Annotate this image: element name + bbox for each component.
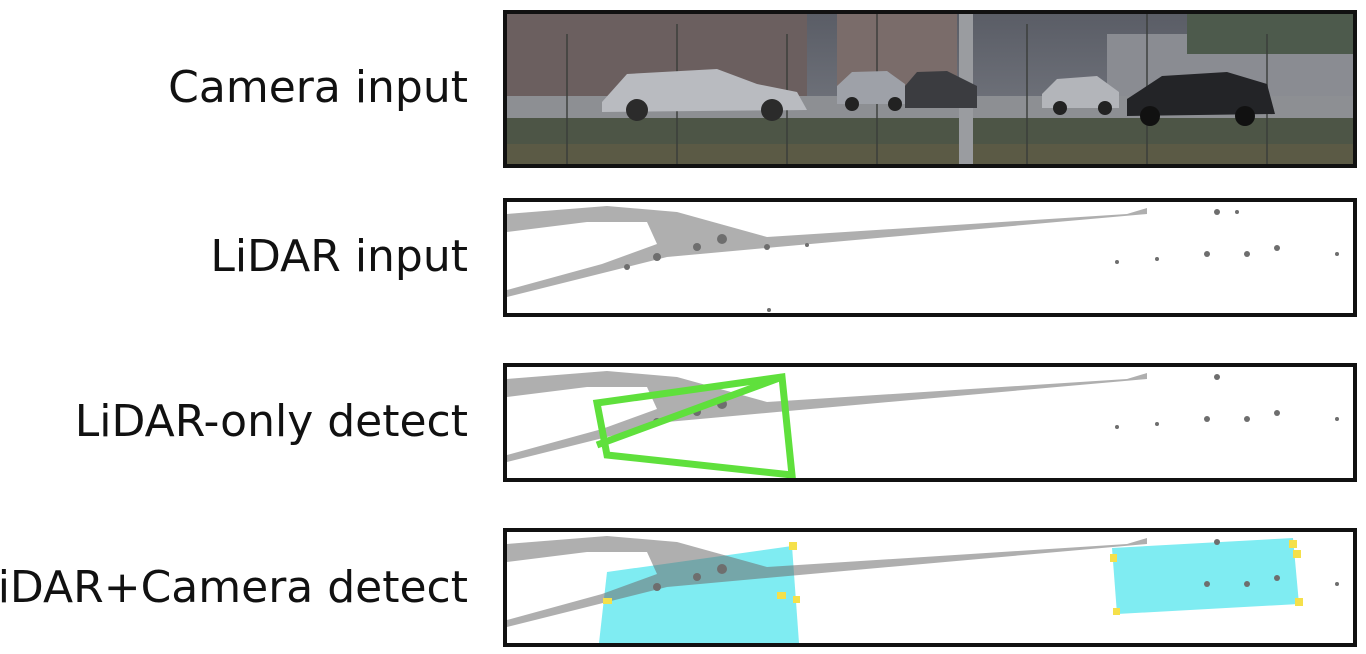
- lidar-only-detection: [507, 371, 1339, 478]
- camera-scene-image: [507, 14, 1353, 164]
- fusion-box-right: [1112, 538, 1299, 614]
- lidar-input-label: LiDAR input: [210, 231, 468, 282]
- box-corner-markers: [603, 540, 1303, 615]
- camera-image-panel: [503, 10, 1357, 168]
- lidar-only-box: [592, 373, 796, 478]
- lidar-only-detect-panel: [503, 363, 1357, 482]
- lidar-camera-detect-panel: [503, 528, 1357, 647]
- lidar-camera-detection: [507, 536, 1339, 643]
- car-silver-sedan: [602, 69, 807, 121]
- lidar-camera-detect-label: LiDAR+Camera detect: [0, 562, 468, 613]
- camera-input-label: Camera input: [168, 62, 468, 113]
- lidar-only-detect-label: LiDAR-only detect: [74, 396, 468, 447]
- lidar-point-cloud-panel: [503, 198, 1357, 317]
- lidar-point-cloud: [507, 206, 1339, 312]
